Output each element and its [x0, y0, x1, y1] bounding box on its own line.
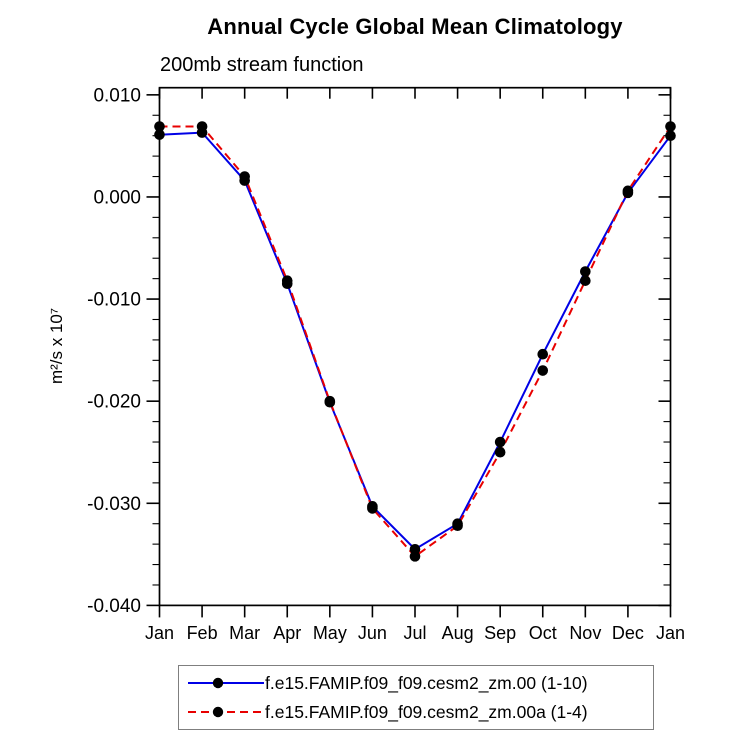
data-point	[154, 121, 165, 132]
x-tick-label: Oct	[529, 623, 557, 643]
axis-ticks	[146, 87, 672, 618]
data-point	[665, 121, 676, 132]
data-point	[409, 551, 421, 562]
data-point	[494, 446, 506, 458]
x-tick-label: Dec	[612, 623, 644, 643]
y-axis-title: m²/s x 10⁷	[47, 308, 66, 384]
data-point	[622, 185, 634, 197]
data-point	[537, 365, 549, 376]
y-tick-label: -0.010	[87, 290, 141, 311]
x-tick-label: May	[313, 623, 347, 643]
data-point	[665, 130, 676, 141]
series-markers-0	[154, 127, 676, 555]
data-point	[324, 395, 336, 407]
x-tick-label: Sep	[484, 623, 516, 643]
data-point	[239, 171, 250, 182]
x-tick-label: Jul	[403, 623, 426, 643]
data-point	[367, 503, 378, 514]
series-markers-1	[154, 121, 676, 562]
x-tick-label: Mar	[229, 623, 260, 643]
y-tick-label: 0.010	[93, 85, 141, 106]
data-point	[281, 275, 293, 286]
legend: f.e15.FAMIP.f09_f09.cesm2_zm.00 (1-10) f.…	[178, 665, 654, 730]
series-line-0	[159, 131, 672, 551]
x-tick-label: Feb	[187, 623, 218, 643]
x-tick-label: Jun	[358, 623, 387, 643]
y-tick-label: -0.030	[87, 494, 141, 515]
x-tick-label: Jan	[145, 623, 174, 643]
legend-line-sample	[188, 706, 264, 718]
data-point	[154, 129, 165, 140]
x-tick-label: Nov	[569, 623, 601, 643]
data-point	[580, 275, 591, 286]
data-point	[494, 436, 506, 448]
legend-marker-icon	[212, 706, 224, 718]
y-tick-label: 0.000	[93, 187, 141, 208]
chart-title: Annual Cycle Global Mean Climatology	[207, 14, 623, 39]
series-line-1	[159, 125, 672, 558]
data-point	[537, 348, 549, 360]
data-point	[452, 520, 463, 532]
legend-label: f.e15.FAMIP.f09_f09.cesm2_zm.00 (1-10)	[265, 672, 588, 693]
x-tick-label: Aug	[442, 623, 474, 643]
legend-entry-0: f.e15.FAMIP.f09_f09.cesm2_zm.00 (1-10)	[179, 669, 653, 698]
y-tick-label: -0.020	[87, 392, 141, 413]
y-tick-label: -0.040	[87, 596, 141, 617]
legend-line-sample	[188, 677, 264, 689]
chart-subtitle: 200mb stream function	[160, 54, 364, 76]
legend-marker-icon	[212, 677, 224, 689]
legend-label: f.e15.FAMIP.f09_f09.cesm2_zm.00a (1-4)	[265, 701, 588, 722]
x-tick-label: Apr	[273, 623, 301, 643]
data-point	[196, 121, 208, 132]
data-point	[580, 266, 591, 277]
x-tick-label: Jan	[656, 623, 685, 643]
legend-entry-1: f.e15.FAMIP.f09_f09.cesm2_zm.00a (1-4)	[179, 698, 653, 727]
